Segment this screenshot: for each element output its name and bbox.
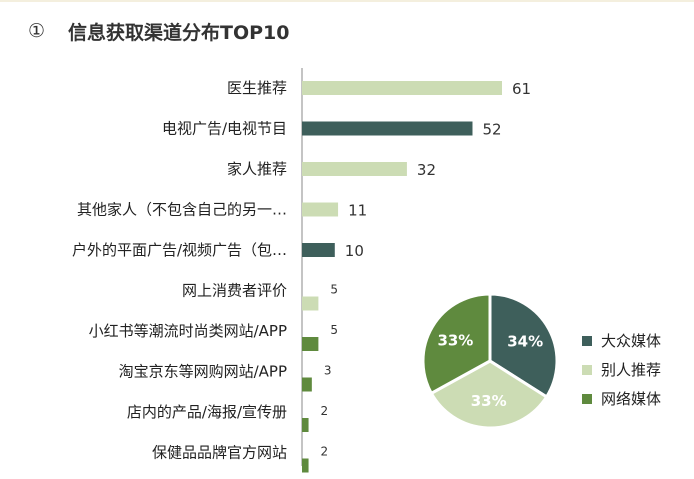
category-label: 其他家人（不包含自己的另一… [77, 201, 287, 219]
legend-swatch [582, 336, 592, 346]
bar [302, 377, 312, 392]
data-label: 2 [321, 445, 329, 459]
data-label: 32 [417, 161, 436, 179]
pie-slice [421, 292, 492, 396]
bar [302, 162, 407, 176]
chart-title: 信息获取渠道分布TOP10 [68, 22, 290, 44]
slice-label: 33% [437, 332, 473, 350]
legend-label: 网络媒体 [601, 390, 661, 408]
category-label: 小红书等潮流时尚类网站/APP [89, 322, 287, 340]
category-label: 淘宝京东等网购网站/APP [119, 363, 287, 381]
data-label: 2 [321, 404, 329, 418]
legend-label: 别人推荐 [601, 361, 661, 379]
data-label: 61 [512, 80, 531, 98]
data-label: 3 [324, 364, 332, 378]
data-label: 10 [345, 242, 364, 260]
slice-label: 33% [471, 392, 507, 410]
category-label: 医生推荐 [227, 79, 287, 97]
section-number: ① [28, 20, 46, 42]
slice-label: 34% [507, 333, 543, 351]
top-border [0, 0, 694, 2]
bar [302, 202, 339, 217]
bar [302, 418, 309, 432]
data-label: 5 [330, 283, 338, 297]
bar [302, 121, 473, 136]
category-label: 店内的产品/海报/宣传册 [127, 403, 287, 421]
data-label: 5 [330, 323, 338, 337]
bar [302, 337, 319, 351]
category-label: 户外的平面广告/视频广告（包… [72, 241, 287, 259]
bar [302, 296, 319, 311]
bar [302, 458, 309, 473]
legend-label: 大众媒体 [601, 332, 661, 350]
legend-swatch [582, 394, 592, 404]
legend-swatch [582, 365, 592, 375]
category-label: 网上消费者评价 [182, 282, 287, 300]
bar [302, 81, 502, 95]
category-label: 电视广告/电视节目 [162, 120, 287, 138]
bar [302, 243, 335, 257]
data-label: 52 [482, 121, 501, 139]
data-label: 11 [348, 202, 367, 220]
category-label: 保健品品牌官方网站 [152, 444, 287, 462]
pie-chart: 34% 33% 33% [421, 292, 559, 430]
category-label: 家人推荐 [227, 160, 287, 178]
